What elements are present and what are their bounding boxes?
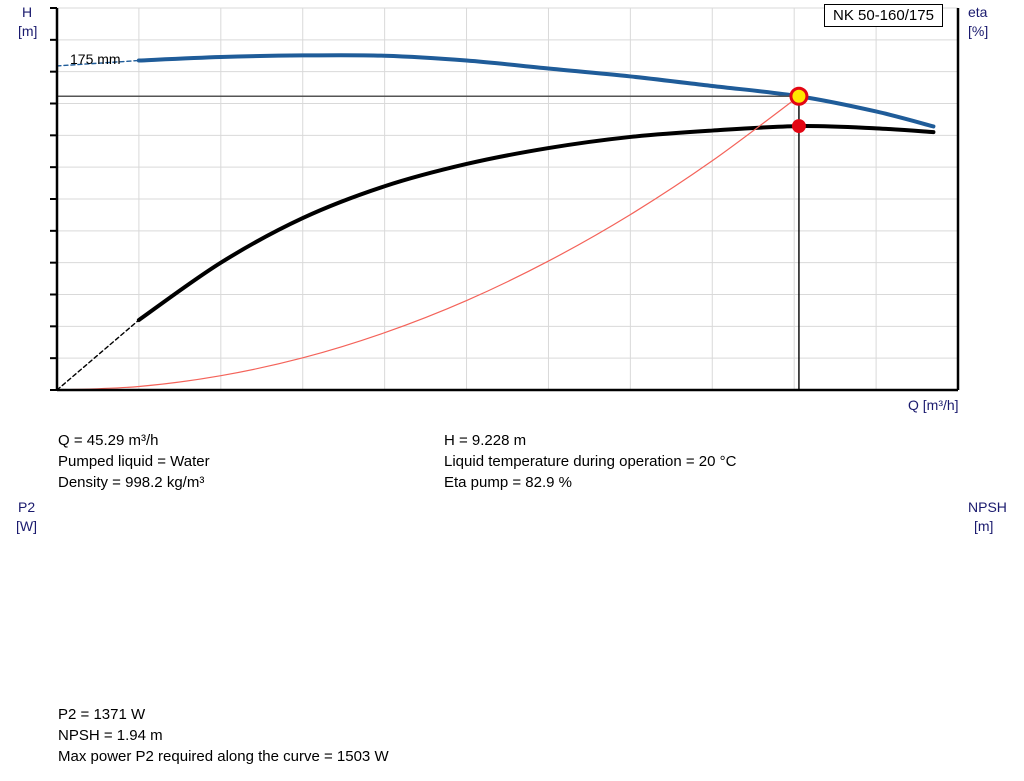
- top-chart-axes: [50, 7, 960, 392]
- power-info-line: NPSH = 1.94 m: [58, 727, 163, 744]
- power-info-line: Max power P2 required along the curve = …: [58, 748, 389, 765]
- pump-model-badge: NK 50-160/175: [824, 4, 943, 27]
- power-info-line: P2 = 1371 W: [58, 706, 146, 723]
- duty-info-line: Density = 998.2 kg/m³: [58, 474, 205, 491]
- duty-info-line: Liquid temperature during operation = 20…: [444, 453, 737, 470]
- duty-info-column-2: H = 9.228 m Liquid temperature during op…: [444, 430, 736, 493]
- duty-info-line: Pumped liquid = Water: [58, 453, 210, 470]
- duty-info-line: Q = 45.29 m³/h: [58, 432, 159, 449]
- duty-info-column-1: Q = 45.29 m³/h Pumped liquid = Water Den…: [58, 430, 210, 493]
- power-npsh-chart: [0, 495, 1024, 705]
- power-info-block: P2 = 1371 W NPSH = 1.94 m Max power P2 r…: [58, 704, 389, 767]
- duty-info-line: Eta pump = 82.9 %: [444, 474, 572, 491]
- pump-model-label: NK 50-160/175: [833, 7, 934, 24]
- duty-info-line: H = 9.228 m: [444, 432, 527, 449]
- top-chart-curves: [56, 53, 936, 391]
- head-efficiency-chart: [50, 7, 960, 392]
